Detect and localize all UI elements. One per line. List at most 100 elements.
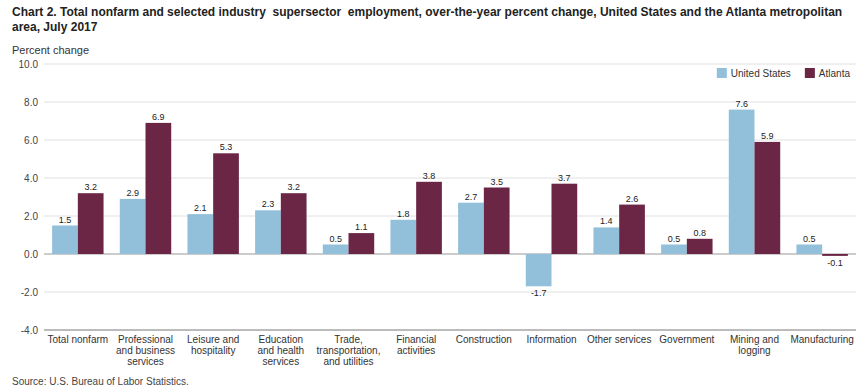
bars bbox=[52, 110, 848, 287]
x-tick-label-line: services bbox=[127, 356, 164, 367]
legend-swatch bbox=[717, 68, 727, 78]
x-tick-label: Information bbox=[526, 334, 576, 345]
x-tick-label-line: Information bbox=[526, 334, 576, 345]
bar bbox=[484, 188, 510, 255]
data-label: 3.7 bbox=[558, 173, 571, 183]
bar bbox=[390, 220, 416, 254]
x-tick-label-line: Other services bbox=[587, 334, 651, 345]
x-tick-label-line: and business bbox=[116, 345, 175, 356]
data-label: 3.2 bbox=[287, 182, 300, 192]
data-label: -0.1 bbox=[827, 258, 843, 268]
data-label: 7.6 bbox=[735, 99, 748, 109]
x-tick-label-line: Education bbox=[259, 334, 303, 345]
y-tick-label: 2.0 bbox=[24, 211, 38, 222]
data-label: 3.8 bbox=[423, 171, 436, 181]
data-label: 5.3 bbox=[220, 142, 233, 152]
bar bbox=[146, 123, 172, 254]
data-label: 6.9 bbox=[152, 112, 165, 122]
legend: United States Atlanta bbox=[717, 68, 851, 79]
x-tick-label-line: hospitality bbox=[191, 345, 235, 356]
chart: Chart 2. Total nonfarm and selected indu… bbox=[0, 0, 868, 392]
x-tick-label: Manufacturing bbox=[790, 334, 853, 345]
legend-label: Atlanta bbox=[819, 68, 851, 79]
x-tick-label: Professionaland businessservices bbox=[116, 334, 175, 367]
x-tick-label-line: and health bbox=[257, 345, 304, 356]
data-label: 0.5 bbox=[668, 234, 681, 244]
x-tick-label: Mining andlogging bbox=[730, 334, 779, 356]
bar bbox=[661, 245, 687, 255]
data-label: 0.5 bbox=[803, 234, 816, 244]
bar bbox=[593, 227, 619, 254]
data-label: 3.5 bbox=[490, 177, 503, 187]
x-tick-label-line: Trade, bbox=[334, 334, 363, 345]
data-label: 2.7 bbox=[465, 192, 478, 202]
x-tick-label-line: services bbox=[262, 356, 299, 367]
y-tick-label: 10.0 bbox=[19, 59, 39, 70]
x-tick-label: Educationand healthservices bbox=[257, 334, 304, 367]
y-axis-label: Percent change bbox=[12, 44, 89, 56]
data-label: -1.7 bbox=[531, 288, 547, 298]
grid-line bbox=[44, 102, 856, 103]
data-label: 1.8 bbox=[397, 209, 410, 219]
data-label: 0.8 bbox=[693, 228, 706, 238]
bar bbox=[416, 182, 442, 254]
bar bbox=[255, 210, 281, 254]
grid-line bbox=[44, 292, 856, 293]
x-tick-label-line: Mining and bbox=[730, 334, 779, 345]
y-tick-label: 8.0 bbox=[24, 97, 38, 108]
grid-line bbox=[44, 330, 856, 331]
data-label: 1.5 bbox=[59, 215, 72, 225]
y-tick-label: -2.0 bbox=[21, 287, 39, 298]
y-tick-label: 6.0 bbox=[24, 135, 38, 146]
bar bbox=[796, 245, 822, 255]
data-labels: 1.52.92.12.30.51.82.7-1.71.40.57.60.53.2… bbox=[59, 99, 843, 299]
legend-label: United States bbox=[731, 68, 791, 79]
data-label: 2.9 bbox=[126, 188, 139, 198]
data-label: 3.2 bbox=[84, 182, 97, 192]
y-tick-label: -4.0 bbox=[21, 325, 39, 336]
x-tick-label-line: Financial bbox=[396, 334, 436, 345]
data-label: 1.1 bbox=[355, 222, 368, 232]
x-tick-label-line: activities bbox=[397, 345, 435, 356]
x-tick-label: Trade,transportation,and utilities bbox=[317, 334, 381, 367]
bar bbox=[323, 245, 349, 255]
bar bbox=[78, 193, 104, 254]
bar bbox=[552, 184, 578, 254]
x-axis bbox=[44, 330, 856, 331]
bar bbox=[187, 214, 213, 254]
title-line: area, July 2017 bbox=[12, 20, 98, 34]
x-tick-label: Construction bbox=[456, 334, 512, 345]
grid-line bbox=[44, 64, 856, 65]
x-tick-label-line: Professional bbox=[118, 334, 173, 345]
bar bbox=[687, 239, 713, 254]
y-tick-label: 0.0 bbox=[24, 249, 38, 260]
x-tick-label: Government bbox=[659, 334, 714, 345]
bar bbox=[213, 153, 239, 254]
x-tick-label-line: logging bbox=[738, 345, 770, 356]
bar bbox=[822, 254, 848, 256]
data-label: 2.6 bbox=[626, 194, 639, 204]
x-tick-label: Financialactivities bbox=[396, 334, 436, 356]
bar bbox=[120, 199, 146, 254]
bar bbox=[619, 205, 645, 254]
bar bbox=[281, 193, 307, 254]
y-tick-label: 4.0 bbox=[24, 173, 38, 184]
x-tick-label-line: transportation, bbox=[317, 345, 381, 356]
x-tick-label-line: Total nonfarm bbox=[48, 334, 109, 345]
bar bbox=[458, 203, 484, 254]
data-label: 1.4 bbox=[600, 216, 613, 226]
data-label: 5.9 bbox=[761, 131, 774, 141]
bar bbox=[755, 142, 781, 254]
x-tick-label: Other services bbox=[587, 334, 651, 345]
x-tick-label: Leisure andhospitality bbox=[187, 334, 239, 356]
x-tick-label-line: Manufacturing bbox=[790, 334, 853, 345]
x-tick-label-line: Construction bbox=[456, 334, 512, 345]
x-tick-label-line: Government bbox=[659, 334, 714, 345]
title-line: Chart 2. Total nonfarm and selected indu… bbox=[12, 5, 842, 19]
legend-swatch bbox=[805, 68, 815, 78]
bar bbox=[52, 226, 78, 255]
source: Source: U.S. Bureau of Labor Statistics. bbox=[12, 376, 189, 387]
bar bbox=[349, 233, 375, 254]
bar bbox=[526, 254, 552, 286]
data-label: 0.5 bbox=[329, 234, 342, 244]
